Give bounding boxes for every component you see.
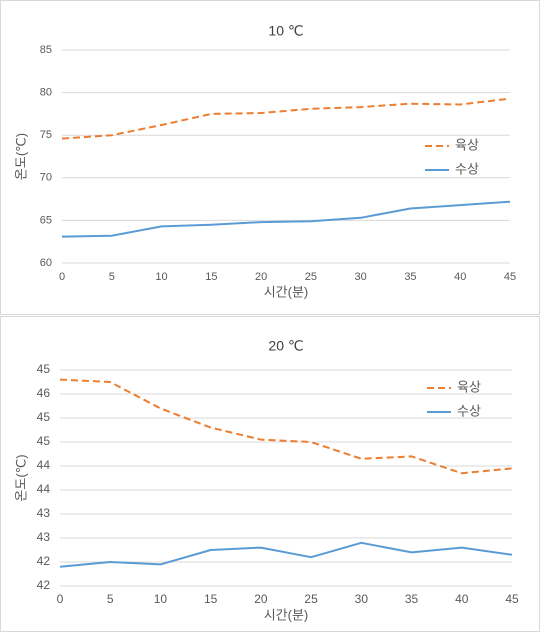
panel — [0, 0, 540, 315]
x-tick-label: 20 — [254, 592, 268, 606]
data-line — [61, 97, 511, 140]
x-tick-label: 25 — [304, 592, 318, 606]
chart-title: 10 ℃ — [268, 23, 303, 39]
legend-label: 육상 — [457, 379, 481, 394]
panel — [0, 316, 540, 632]
x-tick-label: 35 — [404, 271, 416, 283]
chart-title: 20 ℃ — [268, 338, 303, 354]
y-tick-label: 75 — [40, 129, 52, 141]
x-tick-label: 35 — [405, 592, 419, 606]
x-tick-label: 40 — [454, 271, 466, 283]
y-axis-label: 온도(℃) — [13, 454, 28, 501]
y-tick-label: 80 — [40, 87, 52, 99]
y-tick-label: 60 — [40, 257, 52, 269]
x-tick-label: 20 — [255, 271, 267, 283]
legend-label: 육상 — [455, 137, 479, 152]
x-tick-label: 0 — [57, 592, 64, 606]
y-tick-label: 42 — [37, 578, 51, 592]
x-tick-label: 10 — [154, 592, 168, 606]
y-tick-label: 44 — [37, 482, 51, 496]
x-tick-label: 40 — [455, 592, 469, 606]
x-tick-label: 30 — [355, 592, 369, 606]
y-tick-label: 45 — [37, 362, 51, 376]
data-line — [59, 541, 513, 568]
data-line — [59, 378, 513, 475]
x-tick-label: 45 — [504, 271, 516, 283]
y-tick-label: 43 — [37, 506, 51, 520]
y-tick-label: 85 — [40, 44, 52, 56]
x-tick-label: 0 — [59, 271, 65, 283]
y-tick-label: 44 — [37, 458, 51, 472]
x-axis-label: 시간(분) — [264, 607, 309, 622]
data-line — [61, 200, 511, 238]
x-tick-label: 5 — [107, 592, 114, 606]
y-tick-label: 45 — [37, 410, 51, 424]
x-tick-label: 10 — [155, 271, 167, 283]
x-axis-label: 시간(분) — [264, 284, 309, 299]
legend-label: 수상 — [455, 161, 479, 176]
y-axis-label: 온도(℃) — [13, 133, 28, 180]
y-tick-label: 45 — [37, 434, 51, 448]
y-tick-label: 46 — [37, 386, 51, 400]
y-tick-label: 65 — [40, 214, 52, 226]
x-tick-label: 45 — [505, 592, 519, 606]
y-tick-label: 70 — [40, 172, 52, 184]
x-tick-label: 30 — [355, 271, 367, 283]
y-tick-label: 42 — [37, 554, 51, 568]
x-tick-label: 25 — [305, 271, 317, 283]
legend-label: 수상 — [457, 403, 481, 418]
y-tick-label: 43 — [37, 530, 51, 544]
x-tick-label: 15 — [205, 271, 217, 283]
x-tick-label: 5 — [109, 271, 115, 283]
x-tick-label: 15 — [204, 592, 218, 606]
